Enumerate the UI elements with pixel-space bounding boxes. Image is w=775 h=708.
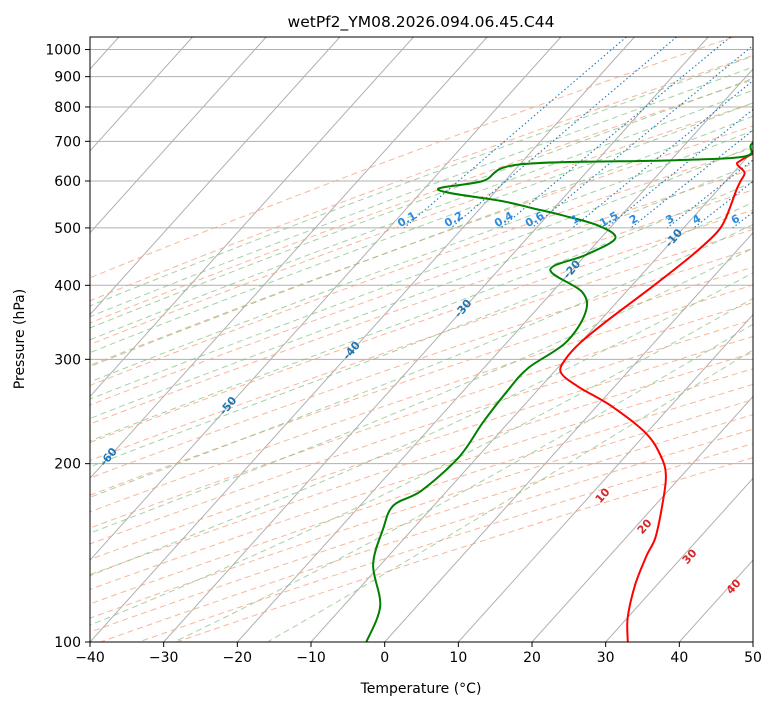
dewpoint-profile-line — [365, 140, 753, 642]
axes: −40 −30 −20 −10 0 10 20 30 40 50 1000 900 800 700 600 5… — [45, 43, 762, 666]
moist-adiabat-line — [90, 145, 753, 400]
x-tick-label: 50 — [744, 650, 762, 666]
isotherm-line — [236, 68, 753, 642]
x-tick-label: −10 — [296, 650, 326, 666]
dry-adiabat-line — [176, 457, 753, 642]
moist-adiabat-line — [90, 115, 753, 368]
dry-adiabat-line — [90, 102, 753, 345]
moist-adiabat-line — [90, 181, 753, 442]
x-tick-label: 10 — [449, 650, 467, 666]
mixing-ratio-line — [450, 37, 677, 229]
dry-adiabat-line — [90, 37, 734, 279]
moist-adiabat-line — [90, 102, 753, 354]
x-tick-label: −40 — [75, 650, 105, 666]
x-tick-label: 30 — [597, 650, 615, 666]
isotherm-line — [90, 37, 341, 316]
isotherm-line — [90, 37, 562, 561]
x-axis-label: Temperature (°C) — [360, 681, 482, 697]
x-tick-label: −30 — [149, 650, 179, 666]
isotherm-line — [531, 395, 753, 642]
y-tick-label: 500 — [54, 221, 81, 237]
isotherm-line — [605, 477, 753, 642]
y-tick-label: 400 — [54, 278, 81, 294]
dry-adiabat-line — [90, 414, 753, 633]
x-tick-label: 0 — [380, 650, 389, 666]
mixing-ratio-line — [605, 108, 753, 229]
mixing-ratio-line — [693, 180, 753, 229]
isotherm-line — [90, 37, 635, 642]
moist-adiabat-line — [90, 162, 753, 420]
y-tick-label: 1000 — [45, 43, 81, 59]
y-tick-label: 600 — [54, 174, 81, 190]
dry-adiabat-line — [90, 79, 753, 324]
y-tick-label: 100 — [54, 635, 81, 651]
isotherm-line — [457, 313, 753, 642]
chart-title: wetPf2_YM08.2026.094.06.45.C44 — [288, 13, 555, 32]
temperature-profile-line — [559, 152, 753, 642]
profile-lines — [365, 140, 753, 642]
dry-adiabat-line — [90, 319, 753, 545]
mixing-ratio-line — [500, 37, 731, 229]
x-tick-label: 40 — [670, 650, 688, 666]
isotherm-line — [90, 37, 488, 480]
mixing-ratio-line — [572, 80, 753, 229]
dry-adiabat-line — [90, 302, 753, 529]
dry-adiabat-line — [90, 335, 753, 560]
isotherm-line — [90, 37, 414, 398]
mixing-ratio-line — [403, 37, 627, 229]
plot-frame — [89, 36, 754, 643]
y-axis-label: Pressure (hPa) — [12, 289, 28, 389]
moist-adiabat-line — [90, 89, 753, 341]
mixing-ratio-line — [630, 129, 753, 229]
dry-adiabat-line — [90, 125, 753, 366]
moist-adiabat-line — [90, 66, 753, 318]
isotherm-line — [90, 37, 267, 234]
y-tick-label: 900 — [54, 70, 81, 86]
x-tick-label: −20 — [223, 650, 253, 666]
y-tick-label: 200 — [54, 457, 81, 473]
moist-adiabat-line — [90, 130, 753, 383]
dry-adiabat-line — [90, 399, 753, 619]
moist-adiabat-line — [90, 201, 753, 468]
moist-adiabat-line — [90, 247, 753, 534]
dry-adiabat-line — [138, 443, 753, 642]
y-tick-label: 700 — [54, 134, 81, 150]
isotherm-line — [90, 37, 193, 152]
isotherm-line — [384, 231, 753, 642]
y-tick-label: 800 — [54, 100, 81, 116]
y-tick-label: 300 — [54, 352, 81, 368]
moist-adiabat-line — [90, 55, 753, 307]
mixing-ratio-line — [531, 44, 753, 229]
dry-adiabat-line — [100, 428, 753, 642]
moist-adiabat-line — [173, 323, 753, 642]
x-tick-label: 20 — [523, 650, 541, 666]
background-lines — [90, 37, 753, 642]
isotherm-line — [163, 37, 709, 642]
